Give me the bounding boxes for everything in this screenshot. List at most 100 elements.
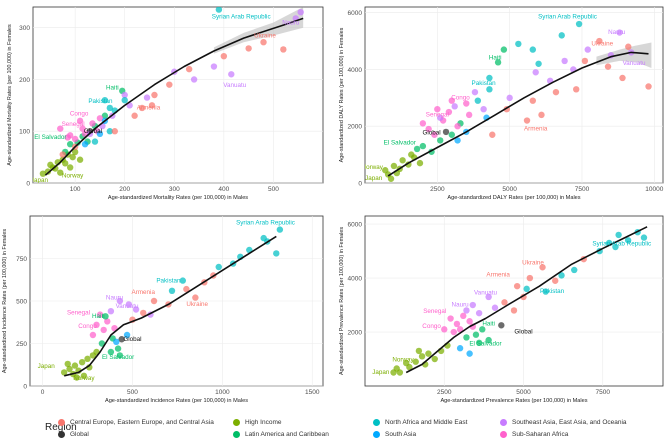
incidence-point-name xyxy=(179,277,186,284)
daly-country-label: Vanuatu xyxy=(623,60,646,67)
incidence-point-ssa xyxy=(100,326,107,334)
mortality-point-hi xyxy=(76,156,84,163)
incidence-y-tick-label: 500 xyxy=(16,298,27,305)
incidence-y-tick-label: 750 xyxy=(16,256,27,263)
mortality-y-tick-label: 100 xyxy=(19,129,30,136)
daly-point-cee xyxy=(538,111,545,119)
daly-point-cee xyxy=(645,83,652,90)
legend-label-name: North Africa and Middle East xyxy=(385,419,468,426)
daly-point-name xyxy=(486,74,493,82)
prevalence-point-seao xyxy=(475,309,483,317)
daly-point-seao xyxy=(584,46,591,53)
daly-point-name xyxy=(474,97,482,104)
daly-x-axis-label: Age-standardized DALY Rates (per 100,000… xyxy=(447,195,580,201)
incidence-country-label: Congo xyxy=(78,323,97,330)
daly-point-seao xyxy=(480,105,487,113)
prevalence-country-label: Haiti xyxy=(482,320,495,327)
legend-swatch-hi xyxy=(233,419,240,426)
prevalence-country-label: Norway xyxy=(392,357,414,364)
mortality-point-hi xyxy=(47,161,54,169)
incidence-point-lac xyxy=(98,340,106,347)
mortality-point-seao xyxy=(143,94,151,101)
mortality-point-ssa xyxy=(96,115,104,122)
daly-point-name xyxy=(558,32,565,39)
mortality-x-axis-label: Age-standardized Mortality Rates (per 10… xyxy=(108,195,248,201)
mortality-point-name xyxy=(215,7,223,13)
mortality-country-label: Global xyxy=(84,128,102,135)
incidence-country-label: Nauru xyxy=(106,294,124,301)
incidence-x-tick-label: 1000 xyxy=(215,389,230,396)
incidence-point-hi xyxy=(78,359,86,366)
prevalence-point-seao xyxy=(469,301,476,309)
mortality-point-lac xyxy=(66,140,74,148)
daly-x-tick-label: 7500 xyxy=(575,186,590,193)
daly-point-ssa xyxy=(465,111,473,119)
prevalence-point-cee xyxy=(513,282,521,290)
incidence-point-ssa xyxy=(89,331,97,339)
mortality-point-name xyxy=(91,138,99,145)
daly-point-cee xyxy=(489,131,496,138)
incidence-x-tick-label: 1500 xyxy=(305,389,320,396)
incidence-y-axis-label: Age-standardized Incidence Rates (per 10… xyxy=(2,229,8,373)
incidence-point-name xyxy=(168,287,176,294)
mortality-point-cee xyxy=(111,128,118,135)
prevalence-country-label: Global xyxy=(514,328,532,335)
prevalence-point-lac xyxy=(485,336,492,344)
incidence-point-hi xyxy=(71,362,79,369)
daly-country-label: Pakistan xyxy=(472,80,497,87)
legend-swatch-ssa xyxy=(500,431,507,438)
prevalence-point-name xyxy=(612,243,619,251)
mortality-point-seao xyxy=(210,63,218,70)
daly-point-hi xyxy=(384,171,392,178)
daly-country-label: Haiti xyxy=(489,55,502,62)
daly-point-hi xyxy=(399,157,406,164)
daly-point-lac xyxy=(448,131,455,138)
mortality-point-hi xyxy=(71,148,79,156)
prevalence-point-name xyxy=(523,285,530,293)
daly-country-label: Syrian Arab Republic xyxy=(538,13,597,20)
daly-country-label: Japan xyxy=(365,175,383,182)
prevalence-country-label: Vanuatu xyxy=(474,289,497,296)
prevalence-point-global xyxy=(498,322,505,329)
legend-swatch-sa xyxy=(373,431,380,438)
prevalence-country-label: Syrian Arab Republic xyxy=(592,241,651,248)
mortality-point-seao xyxy=(228,71,235,78)
incidence-country-label: Ukraine xyxy=(186,301,208,308)
incidence-country-label: Vanuatu xyxy=(116,303,139,310)
prevalence-point-hi xyxy=(412,358,419,365)
prevalence-point-name xyxy=(571,266,578,274)
mortality-point-hi xyxy=(39,170,47,177)
prevalence-point-ssa xyxy=(447,315,454,322)
mortality-point-ssa xyxy=(57,125,64,132)
daly-point-cee xyxy=(596,37,603,45)
mortality-point-ssa xyxy=(79,125,86,132)
mortality-plot-area xyxy=(32,6,324,184)
daly-country-label: Nauru xyxy=(608,29,626,36)
prevalence-y-tick-label: 6000 xyxy=(348,221,363,228)
prevalence-point-hi xyxy=(425,350,432,357)
mortality-point-ssa xyxy=(89,120,96,127)
prevalence-country-label: El Salvador xyxy=(469,341,501,348)
mortality-point-seao xyxy=(190,76,198,83)
daly-country-label: Congo xyxy=(451,94,470,101)
prevalence-point-ssa xyxy=(456,326,464,333)
incidence-panel: 0 500 1000 1500 0 250 500 750 Age-standardized I… xyxy=(2,215,324,404)
mortality-data-layer: Syrian Arab Republic Ukraine Nauru Vanuatu H… xyxy=(33,7,304,183)
mortality-country-label: Ukraine xyxy=(254,33,276,40)
mortality-point-cee xyxy=(138,104,146,112)
prevalence-country-label: Nauru xyxy=(452,301,470,308)
incidence-country-label: Norway xyxy=(73,375,95,382)
prevalence-point-ssa xyxy=(466,318,473,325)
legend-swatch-seao xyxy=(500,419,507,426)
legend-swatch-lac xyxy=(233,431,240,438)
incidence-fit-line xyxy=(64,235,277,377)
incidence-point-name xyxy=(260,234,267,242)
legend-label-cee: Central Europe, Eastern Europe, and Cent… xyxy=(70,419,214,426)
prevalence-x-tick-label: 7500 xyxy=(596,389,611,396)
daly-point-ssa xyxy=(419,120,427,127)
incidence-y-tick-label: 0 xyxy=(23,383,27,390)
daly-point-hi xyxy=(408,151,415,158)
mortality-country-label: Congo xyxy=(70,111,89,118)
mortality-y-tick-label: 300 xyxy=(19,25,30,32)
